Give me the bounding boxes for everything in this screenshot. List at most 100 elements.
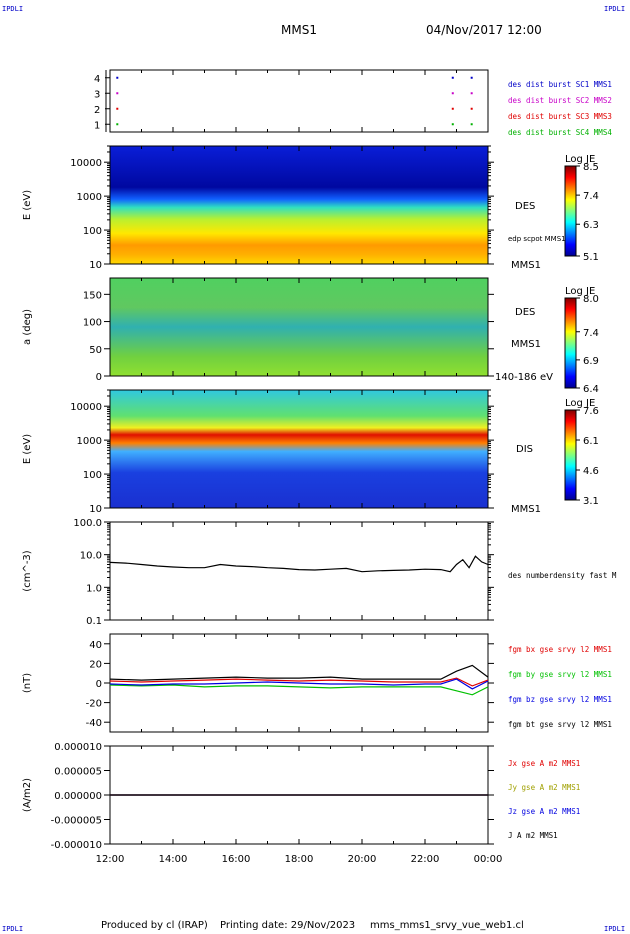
burst-ytick-label: 3 bbox=[94, 89, 100, 100]
des_energy-colorbar-tick-label: 5.1 bbox=[583, 252, 599, 263]
burst-mark bbox=[470, 123, 473, 126]
bfield-legend-entry: fgm bx gse srvy l2 MMS1 bbox=[508, 645, 612, 654]
des_pitch-ytick-label: 50 bbox=[89, 345, 102, 356]
des_pitch-ytick-label: 150 bbox=[83, 290, 102, 301]
dis_energy-colorbar-title: Log JE bbox=[565, 398, 595, 409]
des_energy-colorbar-tick-label: 8.5 bbox=[583, 162, 599, 173]
spacecraft-title: MMS1 bbox=[281, 23, 317, 37]
burst-ytick-label: 4 bbox=[94, 74, 100, 85]
des_energy-colorbar-title: Log JE bbox=[565, 154, 595, 165]
density-ylabel: (cm^-3) bbox=[22, 550, 33, 591]
current-ylabel: (A/m2) bbox=[22, 778, 33, 812]
burst-mark bbox=[470, 92, 473, 95]
current-ytick-label: -0.000010 bbox=[51, 840, 102, 851]
des_pitch-colorbar-tick-label: 8.0 bbox=[583, 294, 599, 305]
burst-legend-entry: des dist burst SC4 MMS4 bbox=[508, 128, 612, 137]
bfield-ytick-label: 0 bbox=[96, 679, 102, 690]
des_energy-ylabel: E (eV) bbox=[22, 190, 33, 220]
des_pitch-ytick-label: 100 bbox=[83, 318, 102, 329]
xtick-label: 20:00 bbox=[348, 854, 377, 865]
des_energy-ytick-label: 100 bbox=[83, 226, 102, 237]
burst-frame bbox=[109, 69, 489, 133]
des_pitch-colorbar-title: Log JE bbox=[565, 286, 595, 297]
des_pitch-colorbar-tick-label: 6.9 bbox=[583, 356, 599, 367]
dis-energy-sc-label: MMS1 bbox=[511, 504, 541, 515]
des-energy-spectrogram bbox=[110, 146, 488, 264]
footer-script-name: mms_mms1_srvy_vue_web1.cl bbox=[370, 920, 524, 931]
des-energy-sc-label: MMS1 bbox=[511, 260, 541, 271]
des_energy-colorbar-tick-label: 6.3 bbox=[583, 220, 599, 231]
burst-mark bbox=[116, 76, 119, 79]
dis_energy-colorbar-tick-label: 3.1 bbox=[583, 496, 599, 507]
dis_energy-colorbar-tick-label: 6.1 bbox=[583, 436, 599, 447]
des_pitch-ylabel: a (deg) bbox=[22, 309, 33, 345]
des_energy-colorbar-tick-label: 7.4 bbox=[583, 191, 599, 202]
density-series-line bbox=[109, 555, 489, 573]
datetime-title: 04/Nov/2017 12:00 bbox=[426, 23, 542, 37]
current-ytick-label: 0.000000 bbox=[54, 791, 102, 802]
corner-label-bottom-left: IPDLI bbox=[2, 925, 23, 933]
bfield-series-line bbox=[109, 664, 489, 681]
current-legend-entry: J A m2 MMS1 bbox=[508, 831, 558, 840]
burst-mark bbox=[116, 123, 119, 126]
density-frame bbox=[109, 521, 489, 621]
footer-printing-date: Printing date: 29/Nov/2023 bbox=[220, 920, 355, 931]
burst-legend-entry: des dist burst SC3 MMS3 bbox=[508, 112, 612, 121]
xtick-label: 14:00 bbox=[159, 854, 188, 865]
current-legend-entry: Jz gse A m2 MMS1 bbox=[508, 807, 580, 816]
xtick-label: 18:00 bbox=[285, 854, 314, 865]
dis_energy-colorbar bbox=[564, 409, 577, 501]
des-pitch-label: DES bbox=[515, 307, 535, 318]
burst-mark bbox=[451, 92, 454, 95]
bfield-ytick-label: 40 bbox=[89, 640, 102, 651]
des_pitch-ytick-label: 0 bbox=[96, 372, 102, 383]
bfield-legend-entry: fgm by gse srvy l2 MMS1 bbox=[508, 670, 612, 679]
bfield-ytick-label: 20 bbox=[89, 659, 102, 670]
dis_energy-ytick-label: 10 bbox=[89, 504, 102, 515]
corner-label-top-right: IPDLI bbox=[604, 5, 625, 13]
dis_energy-ytick-label: 1000 bbox=[77, 436, 102, 447]
dis-energy-spectrogram bbox=[110, 390, 488, 508]
burst-mark bbox=[116, 107, 119, 110]
bfield-legend-entry: fgm bt gse srvy l2 MMS1 bbox=[508, 720, 612, 729]
dis_energy-colorbar-tick-label: 7.6 bbox=[583, 406, 599, 417]
des_energy-ytick-label: 10000 bbox=[70, 158, 102, 169]
current-legend-entry: Jy gse A m2 MMS1 bbox=[508, 783, 580, 792]
bfield-ylabel: (nT) bbox=[22, 673, 33, 693]
density-ytick-label: 0.1 bbox=[86, 616, 102, 627]
des_energy-colorbar bbox=[564, 165, 577, 257]
burst-mark bbox=[451, 76, 454, 79]
des-pitch-range-label: 140-186 eV bbox=[495, 372, 553, 383]
dis_energy-ytick-label: 10000 bbox=[70, 402, 102, 413]
footer-produced-by: Produced by cl (IRAP) bbox=[101, 920, 208, 931]
dis_energy-colorbar-tick-label: 4.6 bbox=[583, 466, 599, 477]
burst-legend-entry: des dist burst SC2 MMS2 bbox=[508, 96, 612, 105]
bfield-series-line bbox=[109, 677, 489, 687]
des_pitch-colorbar bbox=[564, 297, 577, 389]
burst-legend-entry: des dist burst SC1 MMS1 bbox=[508, 80, 612, 89]
xtick-label: 12:00 bbox=[96, 854, 125, 865]
xtick-label: 16:00 bbox=[222, 854, 251, 865]
density-ytick-label: 1.0 bbox=[86, 583, 102, 594]
des_pitch-colorbar-tick-label: 6.4 bbox=[583, 384, 599, 395]
spectrogram-layer bbox=[110, 146, 488, 508]
corner-label-bottom-right: IPDLI bbox=[604, 925, 625, 933]
des_pitch-colorbar-tick-label: 7.4 bbox=[583, 328, 599, 339]
density-ytick-label: 10.0 bbox=[80, 551, 102, 562]
density-ytick-label: 100.0 bbox=[73, 518, 102, 529]
bfield-series-line bbox=[109, 684, 489, 696]
bfield-legend-entry: fgm bz gse srvy l2 MMS1 bbox=[508, 695, 612, 704]
current-legend-entry: Jx gse A m2 MMS1 bbox=[508, 759, 580, 768]
current-ytick-label: 0.000005 bbox=[54, 767, 102, 778]
corner-label-top-left: IPDLI bbox=[2, 5, 23, 13]
burst-mark bbox=[451, 123, 454, 126]
burst-mark bbox=[470, 107, 473, 110]
dis_energy-ylabel: E (eV) bbox=[22, 434, 33, 464]
des_energy-ytick-label: 1000 bbox=[77, 192, 102, 203]
bfield-ytick-label: -20 bbox=[86, 699, 102, 710]
scpot-label: edp scpot MMS1 bbox=[508, 235, 566, 243]
burst-ytick-label: 2 bbox=[94, 105, 100, 116]
xtick-label: 22:00 bbox=[411, 854, 440, 865]
burst-mark bbox=[116, 92, 119, 95]
